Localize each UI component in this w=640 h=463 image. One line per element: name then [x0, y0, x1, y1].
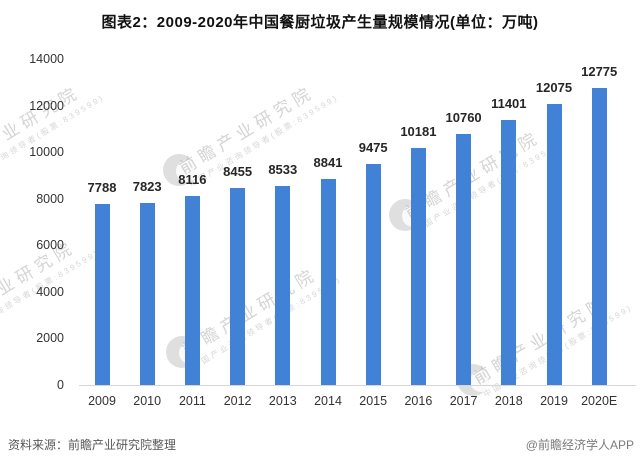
bar-value-label: 9475 — [358, 140, 388, 156]
x-axis-line — [79, 385, 636, 386]
y-tick-label: 12000 — [29, 98, 64, 113]
bar-value-label: 11401 — [491, 95, 527, 111]
watermark-sub-text: 中国产业咨询领导者(股票:839599) — [413, 137, 567, 235]
bar-value-label: 12075 — [535, 79, 573, 95]
y-tick-label: 0 — [57, 378, 64, 392]
bar-value-label: 10181 — [400, 123, 437, 139]
x-tick-label: 2019 — [540, 394, 568, 408]
y-tick-label: 10000 — [29, 145, 64, 160]
bar — [501, 119, 517, 385]
y-tick-label: 6000 — [36, 238, 64, 253]
x-tick-label: 2012 — [223, 394, 252, 408]
watermark-text: 前瞻产业研究院中国产业咨询领导者(股票:839599) — [176, 251, 343, 372]
x-tick-label: 2014 — [314, 394, 342, 408]
bar-value-label: 8533 — [268, 162, 298, 178]
bar-value-label: 7788 — [87, 179, 117, 195]
x-tick-label: 2018 — [494, 394, 523, 408]
watermark-text: 前瞻产业研究院中国产业咨询领导者(股票:839599) — [0, 69, 107, 190]
y-tick-label: 2000 — [36, 331, 64, 346]
bar — [184, 196, 200, 385]
bar-value-label: 8455 — [223, 164, 253, 180]
x-tick-label: 2011 — [178, 394, 206, 408]
bar — [139, 202, 155, 385]
footer-credit: @前瞻经济学人APP — [525, 438, 634, 452]
chart-title: 图表2：2009-2020年中国餐厨垃圾产生量规模情况(单位：万吨) — [101, 14, 539, 31]
y-tick-label: 14000 — [29, 52, 64, 66]
x-tick-label: 2020E — [581, 394, 618, 408]
footer-source: 资料来源：前瞻产业研究院整理 — [8, 438, 177, 452]
x-tick-label: 2015 — [359, 394, 388, 408]
bar — [94, 203, 110, 385]
bar-value-label: 12775 — [581, 63, 618, 79]
bar-value-label: 7823 — [132, 178, 162, 194]
y-tick-label: 4000 — [36, 284, 64, 299]
x-tick-label: 2013 — [268, 394, 297, 408]
bar — [410, 147, 426, 385]
bar — [456, 134, 472, 385]
x-tick-label: 2009 — [88, 394, 116, 408]
bar — [365, 164, 381, 385]
x-tick-label: 2010 — [133, 394, 162, 408]
x-tick-label: 2016 — [404, 394, 433, 408]
bar — [230, 188, 246, 385]
bar — [320, 179, 336, 385]
watermark-main-text: 前瞻产业研究院 — [0, 82, 84, 178]
bar — [546, 103, 562, 385]
bar — [591, 87, 607, 385]
y-tick-label: 8000 — [36, 191, 64, 206]
bar-value-label: 8116 — [178, 172, 207, 187]
bar-value-label: 8841 — [313, 155, 343, 171]
bar-value-label: 10760 — [445, 110, 482, 126]
x-tick-label: 2017 — [449, 394, 478, 408]
watermark-main-text: 前瞻产业研究院 — [179, 264, 321, 360]
bar — [275, 186, 291, 385]
